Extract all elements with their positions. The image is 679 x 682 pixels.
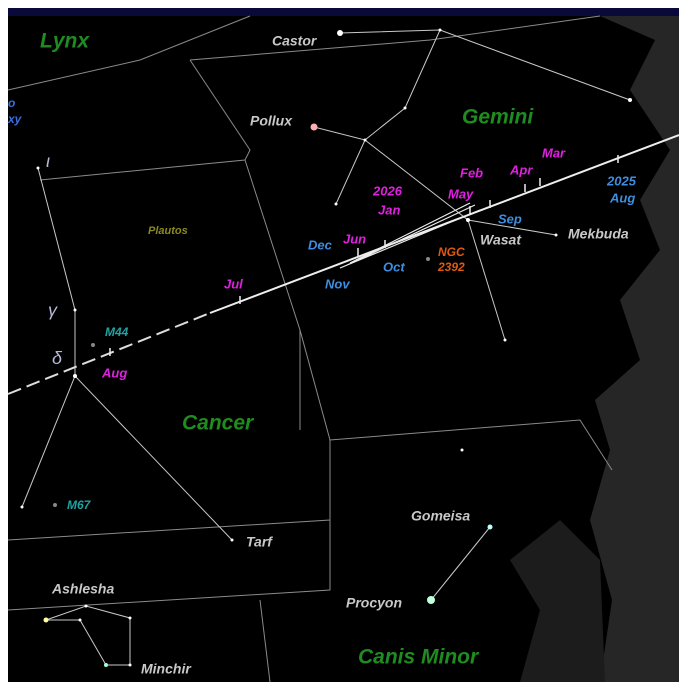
- constellations-label: Canis Minor: [358, 646, 480, 669]
- stars: [20, 28, 632, 667]
- path-dates-blue-label: 2025: [606, 173, 637, 188]
- constellations-label: Gemini: [462, 106, 534, 129]
- greek-label: δ: [52, 348, 63, 368]
- edge-labels-label: xy: [7, 112, 23, 126]
- path-dates-magenta-label: Feb: [460, 165, 483, 180]
- deep-sky-label: 2392: [437, 260, 465, 274]
- deep-sky-label: M67: [67, 498, 92, 512]
- milky-way: [590, 16, 679, 682]
- path-dates-blue-label: Oct: [383, 259, 405, 274]
- constellations-label: Cancer: [182, 412, 255, 435]
- boundaries: [7, 15, 613, 682]
- path-dates-magenta-label: May: [448, 186, 474, 201]
- stars-label: Minchir: [141, 661, 192, 677]
- deep-sky-label: M44: [105, 325, 129, 339]
- stars-label: Pollux: [250, 113, 293, 129]
- stars-label: Castor: [272, 33, 318, 49]
- greek-label: ι: [46, 151, 50, 171]
- path-dates-blue-label: Dec: [308, 237, 333, 252]
- path-dates-blue-label: Nov: [325, 276, 350, 291]
- path-dates-magenta-label: Mar: [542, 145, 566, 160]
- constellations-label: Lynx: [40, 30, 90, 53]
- milky-way: [510, 520, 605, 682]
- path-dates-magenta-label: Jan: [378, 202, 400, 217]
- top-bar: [8, 8, 679, 16]
- stars-label: Tarf: [246, 534, 273, 550]
- deep-sky-label: NGC: [438, 245, 465, 259]
- path-dates-magenta-label: Jun: [343, 231, 366, 246]
- stars-label: Mekbuda: [568, 226, 629, 242]
- path-dates-blue-label: Aug: [609, 190, 635, 205]
- path-dates-magenta-label: Jul: [224, 276, 243, 291]
- comet-path: [7, 134, 679, 395]
- stars-label: Wasat: [480, 232, 522, 248]
- path-dates-magenta-label: Aug: [101, 365, 127, 380]
- edge-labels-label: o: [8, 96, 15, 110]
- path-dates-magenta-label: 2026: [372, 183, 403, 198]
- stars-label: Procyon: [346, 595, 402, 611]
- deep-sky-label: Plautos: [148, 225, 188, 237]
- path-dates-blue-label: Sep: [498, 211, 522, 226]
- stars-label: Ashlesha: [51, 581, 114, 597]
- stars-label: Gomeisa: [411, 508, 470, 524]
- path-dates-magenta-label: Apr: [509, 162, 533, 177]
- greek-label: γ: [48, 300, 58, 320]
